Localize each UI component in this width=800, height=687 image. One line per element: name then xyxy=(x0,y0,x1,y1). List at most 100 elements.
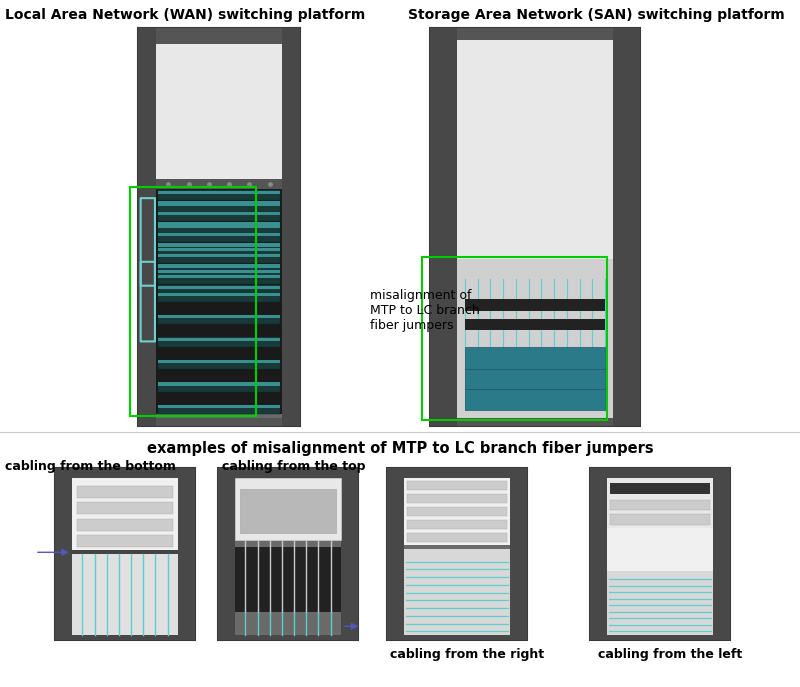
Bar xyxy=(606,571,714,635)
Bar xyxy=(158,243,280,247)
Bar xyxy=(422,257,606,420)
Bar xyxy=(430,28,640,426)
Bar xyxy=(158,247,280,251)
Bar xyxy=(156,40,282,179)
Bar xyxy=(610,515,710,525)
Bar xyxy=(510,468,527,640)
Bar xyxy=(458,28,613,40)
Bar xyxy=(72,468,178,478)
Bar xyxy=(178,468,195,640)
Bar xyxy=(158,203,280,206)
Bar xyxy=(465,388,605,410)
Bar xyxy=(235,547,342,613)
Bar xyxy=(158,275,280,284)
Bar xyxy=(158,337,280,341)
Bar xyxy=(407,519,507,529)
Bar xyxy=(714,468,730,640)
Bar xyxy=(158,190,280,200)
Bar xyxy=(158,225,280,229)
Bar xyxy=(458,36,613,259)
Bar xyxy=(158,337,280,347)
Bar xyxy=(138,28,300,426)
Bar xyxy=(606,635,714,640)
Bar xyxy=(465,299,605,311)
Bar xyxy=(158,382,280,392)
Bar xyxy=(158,269,280,279)
Bar xyxy=(158,285,280,295)
Bar xyxy=(72,554,178,635)
Bar xyxy=(218,468,235,640)
Bar xyxy=(458,418,613,426)
Bar xyxy=(158,264,280,273)
Bar xyxy=(158,243,280,252)
Bar xyxy=(430,28,458,426)
Bar xyxy=(158,225,280,234)
Bar xyxy=(404,635,510,640)
Bar xyxy=(158,292,280,302)
Bar xyxy=(465,347,605,369)
Bar xyxy=(158,360,280,363)
Bar xyxy=(158,233,280,236)
Bar xyxy=(55,468,195,640)
Bar xyxy=(606,468,714,478)
Bar xyxy=(158,222,280,232)
Bar xyxy=(158,275,280,278)
Bar xyxy=(158,254,280,263)
Bar xyxy=(458,259,613,418)
Bar xyxy=(156,189,282,297)
Bar xyxy=(610,484,710,494)
Bar xyxy=(407,481,507,491)
Bar xyxy=(158,405,280,414)
Bar xyxy=(465,319,605,330)
Bar xyxy=(158,254,280,258)
Bar xyxy=(158,191,280,194)
Text: Storage Area Network (SAN) switching platform: Storage Area Network (SAN) switching pla… xyxy=(408,8,785,22)
Bar xyxy=(156,189,282,414)
Bar xyxy=(158,201,280,205)
Bar xyxy=(158,270,280,273)
Bar xyxy=(404,468,510,478)
Bar xyxy=(130,187,256,416)
Text: cabling from the left: cabling from the left xyxy=(598,648,742,661)
Bar xyxy=(156,418,282,426)
Text: Local Area Network (WAN) switching platform: Local Area Network (WAN) switching platf… xyxy=(5,8,366,22)
Bar xyxy=(158,405,280,408)
Bar xyxy=(407,532,507,542)
Bar xyxy=(235,478,342,540)
Bar xyxy=(158,359,280,369)
Bar xyxy=(138,28,156,426)
Bar xyxy=(158,264,280,268)
Bar xyxy=(606,478,714,528)
Bar xyxy=(130,187,256,416)
Bar xyxy=(158,383,280,386)
Bar xyxy=(218,468,358,640)
Bar xyxy=(158,247,280,257)
Bar xyxy=(77,535,173,547)
Bar xyxy=(387,468,527,640)
Bar xyxy=(158,315,280,324)
Bar xyxy=(404,478,510,545)
Bar xyxy=(158,315,280,318)
Bar xyxy=(158,202,280,212)
Bar xyxy=(55,468,72,640)
Bar xyxy=(72,478,178,550)
Bar xyxy=(387,468,404,640)
Bar xyxy=(235,635,342,640)
Bar xyxy=(606,528,714,571)
Bar xyxy=(341,468,358,640)
Text: cabling from the bottom: cabling from the bottom xyxy=(5,460,176,473)
Bar xyxy=(610,500,710,510)
Bar xyxy=(77,519,173,531)
Bar xyxy=(590,468,606,640)
Bar xyxy=(613,28,640,426)
Bar xyxy=(158,232,280,242)
Bar xyxy=(158,212,280,221)
Bar xyxy=(158,212,280,215)
Bar xyxy=(465,368,605,390)
Text: misalignment of
MTP to LC branch
fiber jumpers: misalignment of MTP to LC branch fiber j… xyxy=(370,289,480,332)
Bar xyxy=(407,494,507,504)
Bar xyxy=(407,507,507,516)
Bar xyxy=(156,179,282,189)
Text: cabling from the right: cabling from the right xyxy=(390,648,544,661)
Bar xyxy=(158,286,280,289)
